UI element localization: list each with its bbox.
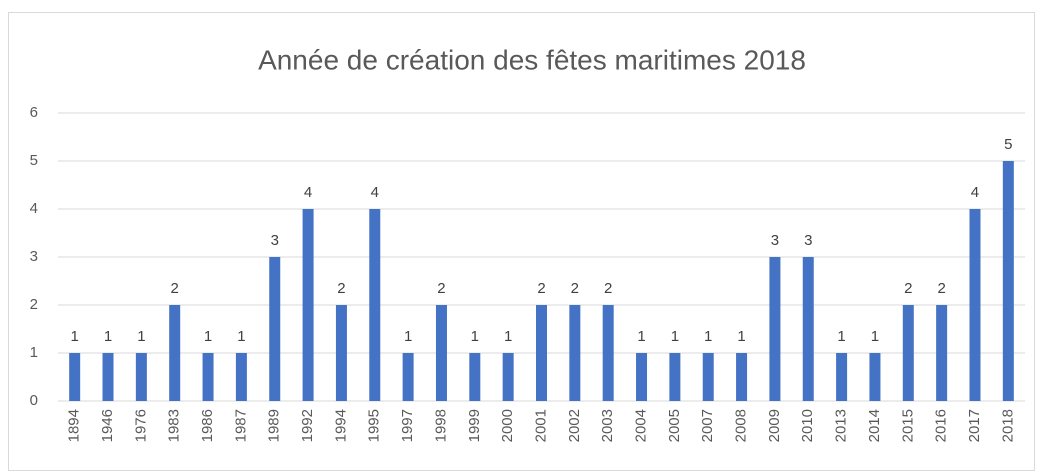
x-tick-label: 1946 [99, 409, 116, 442]
bar [736, 353, 748, 401]
data-label: 2 [537, 280, 545, 297]
data-label: 2 [337, 280, 345, 297]
bar [669, 353, 681, 401]
x-tick-label: 1997 [399, 409, 416, 442]
data-label: 3 [271, 232, 279, 249]
data-label: 1 [504, 328, 512, 345]
data-label: 1 [871, 328, 879, 345]
bar [969, 209, 981, 401]
data-label: 2 [604, 280, 612, 297]
data-label: 2 [437, 280, 445, 297]
y-tick-label: 5 [30, 152, 38, 169]
data-label: 5 [1004, 136, 1012, 153]
x-tick-label: 1992 [299, 409, 316, 442]
data-label: 1 [737, 328, 745, 345]
data-label: 1 [104, 328, 112, 345]
bar [1002, 161, 1014, 401]
bar [169, 305, 181, 401]
bar [102, 353, 114, 401]
x-tick-label: 1999 [466, 409, 483, 442]
x-tick-label: 2007 [699, 409, 716, 442]
bar [936, 305, 948, 401]
y-tick-label: 4 [30, 200, 38, 217]
x-tick-label: 1994 [332, 409, 349, 442]
x-tick-label: 1976 [132, 409, 149, 442]
x-tick-label: 2003 [599, 409, 616, 442]
data-label: 1 [637, 328, 645, 345]
chart-border [8, 12, 1035, 471]
x-tick-label: 2018 [999, 409, 1016, 442]
data-label: 4 [371, 184, 379, 201]
data-label: 3 [771, 232, 779, 249]
bar [702, 353, 714, 401]
bar [69, 353, 81, 401]
x-tick-label: 1989 [266, 409, 283, 442]
data-label: 4 [971, 184, 979, 201]
y-tick-label: 6 [30, 104, 38, 121]
bar [769, 257, 781, 401]
x-tick-label: 1987 [232, 409, 249, 442]
bar [502, 353, 514, 401]
x-tick-label: 2010 [799, 409, 816, 442]
data-label: 1 [237, 328, 245, 345]
bar [802, 257, 814, 401]
bar [469, 353, 481, 401]
bar [836, 353, 848, 401]
data-label: 2 [171, 280, 179, 297]
x-tick-label: 2017 [966, 409, 983, 442]
x-tick-label: 2000 [499, 409, 516, 442]
x-tick-label: 2013 [833, 409, 850, 442]
data-label: 1 [404, 328, 412, 345]
data-label: 1 [471, 328, 479, 345]
y-tick-label: 1 [30, 344, 38, 361]
y-tick-label: 3 [30, 248, 38, 265]
chart-title: Année de création des fêtes maritimes 20… [258, 44, 806, 75]
bar [869, 353, 881, 401]
bar [402, 353, 414, 401]
data-label: 4 [304, 184, 312, 201]
bar [135, 353, 147, 401]
bar [435, 305, 447, 401]
bar [302, 209, 314, 401]
data-label: 3 [804, 232, 812, 249]
bar [369, 209, 381, 401]
bar [569, 305, 581, 401]
bar [636, 353, 648, 401]
y-tick-label: 0 [30, 392, 38, 409]
data-label: 1 [671, 328, 679, 345]
data-label: 1 [837, 328, 845, 345]
bar [602, 305, 614, 401]
data-label: 2 [937, 280, 945, 297]
x-tick-label: 1986 [199, 409, 216, 442]
bar [202, 353, 214, 401]
x-tick-label: 2015 [899, 409, 916, 442]
x-tick-label: 2008 [733, 409, 750, 442]
data-label: 1 [704, 328, 712, 345]
data-label: 2 [571, 280, 579, 297]
x-tick-label: 1983 [166, 409, 183, 442]
data-label: 1 [71, 328, 79, 345]
x-tick-label: 2016 [933, 409, 950, 442]
x-tick-label: 2004 [633, 409, 650, 442]
x-tick-label: 2014 [866, 409, 883, 442]
x-tick-label: 2001 [532, 409, 549, 442]
bar [335, 305, 347, 401]
bar [902, 305, 914, 401]
x-tick-label: 2005 [666, 409, 683, 442]
x-tick-label: 1995 [366, 409, 383, 442]
data-label: 1 [137, 328, 145, 345]
y-tick-label: 2 [30, 296, 38, 313]
x-tick-label: 1894 [66, 409, 83, 442]
x-tick-label: 1998 [432, 409, 449, 442]
bar [235, 353, 247, 401]
bar [536, 305, 547, 401]
x-tick-label: 2002 [566, 409, 583, 442]
data-label: 2 [904, 280, 912, 297]
bar [269, 257, 281, 401]
data-label: 1 [204, 328, 212, 345]
x-tick-label: 2009 [766, 409, 783, 442]
